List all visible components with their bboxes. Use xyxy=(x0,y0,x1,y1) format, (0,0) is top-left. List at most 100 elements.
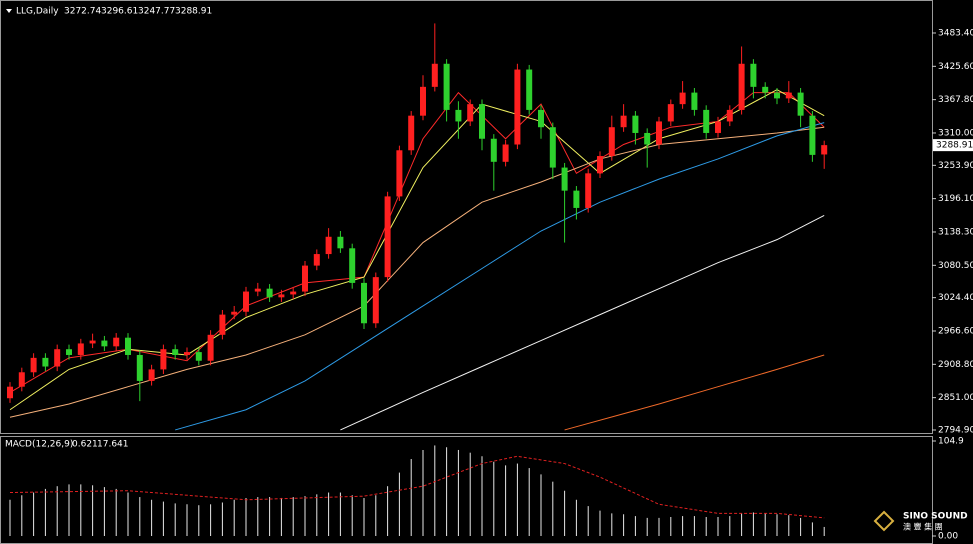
y-tick-label: 2794.90 xyxy=(938,426,973,436)
low-readout: 3247.77 xyxy=(138,7,175,17)
y-tick-label: 2966.60 xyxy=(938,326,973,336)
candle-body xyxy=(18,372,25,387)
candle-body xyxy=(526,69,533,110)
candle-body xyxy=(821,145,828,155)
candle-body xyxy=(514,69,521,145)
candle-body xyxy=(313,254,320,266)
candle-body xyxy=(54,349,61,367)
logo: SINO SOUND 澳 豐 集 團 xyxy=(873,510,968,532)
candle-body xyxy=(774,92,780,99)
candle-body xyxy=(667,104,674,122)
candle-body xyxy=(254,288,261,292)
main-panel-border xyxy=(0,0,933,434)
candle-body xyxy=(325,236,332,255)
candle-body xyxy=(597,156,603,174)
y-tick-label: 3080.50 xyxy=(938,261,973,271)
candle-body xyxy=(302,265,308,292)
candle-body xyxy=(42,357,49,367)
candle-body xyxy=(738,63,745,110)
candle-body xyxy=(620,115,627,128)
candle-body xyxy=(77,343,84,355)
candle-body xyxy=(207,334,214,361)
candle-body xyxy=(455,109,462,122)
line xyxy=(9,89,825,411)
candle-body xyxy=(396,150,403,197)
logo-text-cn: 澳 豐 集 團 xyxy=(903,522,943,532)
symbol-title: LLG,Daily xyxy=(16,7,59,17)
candle-body xyxy=(656,121,662,145)
candle-body xyxy=(703,109,710,133)
macd-readout: 17.641 xyxy=(97,440,129,450)
y-tick-label: 0.00 xyxy=(938,532,958,542)
candle-body xyxy=(7,386,13,399)
menu-arrow[interactable] xyxy=(6,9,12,13)
candle-body xyxy=(231,311,238,315)
candle-body xyxy=(785,92,792,99)
candle-body xyxy=(538,109,544,128)
line xyxy=(175,122,825,431)
line xyxy=(9,126,825,418)
candle-body xyxy=(679,92,686,105)
candle-body xyxy=(89,340,96,344)
candle-body xyxy=(384,196,391,278)
candle-body xyxy=(479,104,485,139)
candle-body xyxy=(561,167,568,191)
candle-body xyxy=(797,92,804,116)
candle-body xyxy=(101,340,108,347)
candle-body xyxy=(30,357,37,373)
y-tick-label: 3483.40 xyxy=(938,28,973,38)
candle-body xyxy=(184,352,190,355)
candle-body xyxy=(608,127,615,157)
macd-title: MACD(12,26,9) xyxy=(5,440,73,450)
candle-body xyxy=(632,115,639,133)
candle-body xyxy=(337,236,344,249)
candle-body xyxy=(278,294,285,298)
candle-body xyxy=(490,138,497,162)
candle-body xyxy=(549,127,556,168)
candle-body xyxy=(431,63,438,87)
price-tag-label: 3288.91 xyxy=(936,141,973,151)
candle-body xyxy=(467,104,474,122)
candle-body xyxy=(125,337,131,355)
candle-body xyxy=(750,63,757,87)
candle-body xyxy=(573,190,580,208)
candle-body xyxy=(372,277,379,324)
candle-body xyxy=(691,92,698,110)
candle-body xyxy=(349,248,356,283)
candle-body xyxy=(420,86,426,116)
open-readout: 3272.74 xyxy=(64,7,101,17)
logo-icon xyxy=(873,510,895,532)
y-tick-label: 3425.60 xyxy=(938,62,973,72)
candle-body xyxy=(762,86,769,93)
candle-body xyxy=(443,63,450,110)
candle-body xyxy=(219,314,226,335)
candle-body xyxy=(726,109,733,122)
candle-body xyxy=(585,173,592,208)
candle-body xyxy=(644,132,651,145)
y-tick-label: 3310.00 xyxy=(938,128,973,138)
candle-body xyxy=(136,354,143,381)
line xyxy=(564,354,825,431)
close-readout: 3288.91 xyxy=(175,7,212,17)
y-tick-label: 3196.10 xyxy=(938,194,973,204)
candle-body xyxy=(66,349,72,355)
candle-body xyxy=(715,121,721,133)
line xyxy=(9,91,825,393)
price-tag xyxy=(933,139,973,152)
candle-body xyxy=(809,115,816,155)
candle-body xyxy=(408,115,415,151)
candle-body xyxy=(243,291,249,312)
candle-body xyxy=(113,337,120,347)
candle-body xyxy=(502,144,509,162)
candle-body xyxy=(290,291,297,295)
y-tick-label: 104.9 xyxy=(938,437,964,447)
candle-body xyxy=(172,349,179,355)
candle-body xyxy=(195,352,202,361)
y-tick-label: 2908.80 xyxy=(938,360,973,370)
y-tick-label: 3253.90 xyxy=(938,161,973,171)
candle-body xyxy=(266,288,273,298)
y-tick-label: 3024.40 xyxy=(938,293,973,303)
high-readout: 3296.61 xyxy=(101,7,138,17)
logo-text: SINO SOUND xyxy=(903,512,968,522)
